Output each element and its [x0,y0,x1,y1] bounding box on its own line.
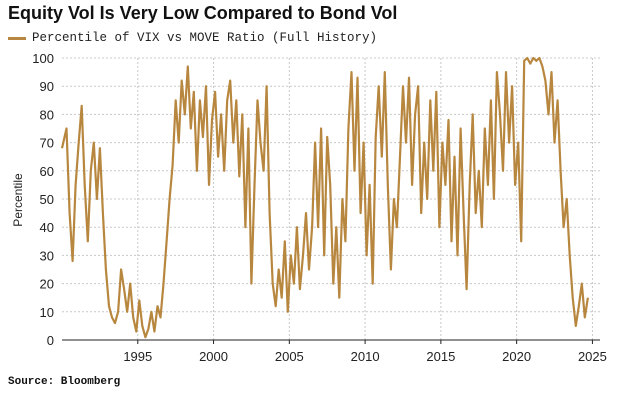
y-tick-label: 80 [40,107,54,122]
y-axis-ticks: 0 10 20 30 40 50 60 70 80 90 100 [32,51,54,348]
x-tick-label: 2025 [578,349,607,364]
x-tick-label: 2020 [502,349,531,364]
chart-legend: Percentile of VIX vs MOVE Ratio (Full Hi… [8,31,377,45]
x-axis-ticks: 1995 2000 2005 2010 2015 2020 2025 [123,340,607,364]
x-tick-label: 2010 [351,349,380,364]
y-tick-label: 60 [40,164,54,179]
chart-title: Equity Vol Is Very Low Compared to Bond … [8,3,398,23]
gridlines [62,57,600,340]
y-tick-label: 40 [40,220,54,235]
y-tick-label: 20 [40,277,54,292]
source-note: Source: Bloomberg [8,376,121,388]
x-tick-label: 2000 [199,349,228,364]
y-tick-label: 50 [40,192,54,207]
x-tick-label: 1995 [123,349,152,364]
y-tick-label: 90 [40,79,54,94]
x-tick-label: 2005 [275,349,304,364]
y-tick-label: 30 [40,248,54,263]
series-line-vix-move-percentile [60,56,589,339]
y-axis-label: Percentile [11,173,25,227]
y-tick-label: 0 [47,333,54,348]
legend-label: Percentile of VIX vs MOVE Ratio (Full Hi… [32,31,378,45]
y-tick-label: 100 [32,51,54,66]
legend-swatch [8,36,26,40]
series-group [60,56,589,339]
y-tick-label: 10 [40,305,54,320]
x-tick-label: 2015 [426,349,455,364]
y-tick-label: 70 [40,136,54,151]
